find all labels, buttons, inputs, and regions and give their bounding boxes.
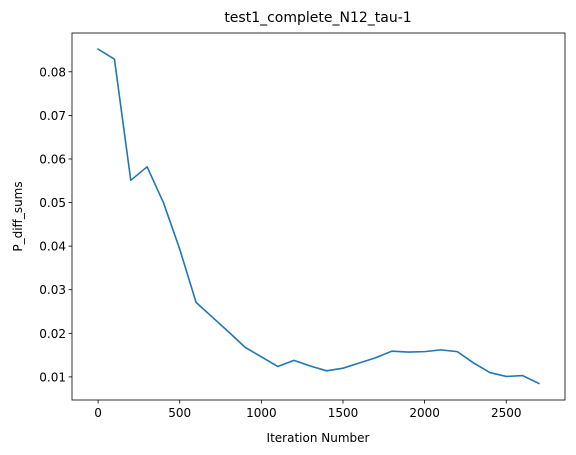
series-line bbox=[97, 48, 540, 385]
y-tick-label: 0.04 bbox=[39, 240, 66, 254]
y-tick-label: 0.05 bbox=[39, 196, 66, 210]
x-tick-label: 500 bbox=[168, 406, 191, 420]
x-tick-label: 1000 bbox=[246, 406, 277, 420]
axis-ticks: 0 500 1000 1500 2000 2500 0.01 0.02 0.03 0.04 0.05… bbox=[39, 65, 521, 420]
y-axis-label: P_diff_sums bbox=[11, 181, 25, 251]
x-tick-label: 1500 bbox=[328, 406, 359, 420]
y-tick-label: 0.07 bbox=[39, 109, 66, 123]
y-tick-label: 0.02 bbox=[39, 327, 66, 341]
x-tick-label: 0 bbox=[94, 406, 102, 420]
x-tick-label: 2000 bbox=[409, 406, 440, 420]
y-tick-label: 0.08 bbox=[39, 65, 66, 79]
y-tick-label: 0.06 bbox=[39, 152, 66, 166]
y-tick-label: 0.01 bbox=[39, 370, 66, 384]
plot-area: 0 500 1000 1500 2000 2500 0.01 0.02 0.03 0.04 0.05… bbox=[39, 32, 566, 420]
y-tick-label: 0.03 bbox=[39, 283, 66, 297]
chart-title: test1_complete_N12_tau-1 bbox=[224, 10, 411, 26]
x-axis-label: Iteration Number bbox=[267, 431, 370, 445]
axes-frame bbox=[71, 32, 566, 401]
series-group bbox=[97, 48, 540, 385]
x-tick-label: 2500 bbox=[491, 406, 522, 420]
